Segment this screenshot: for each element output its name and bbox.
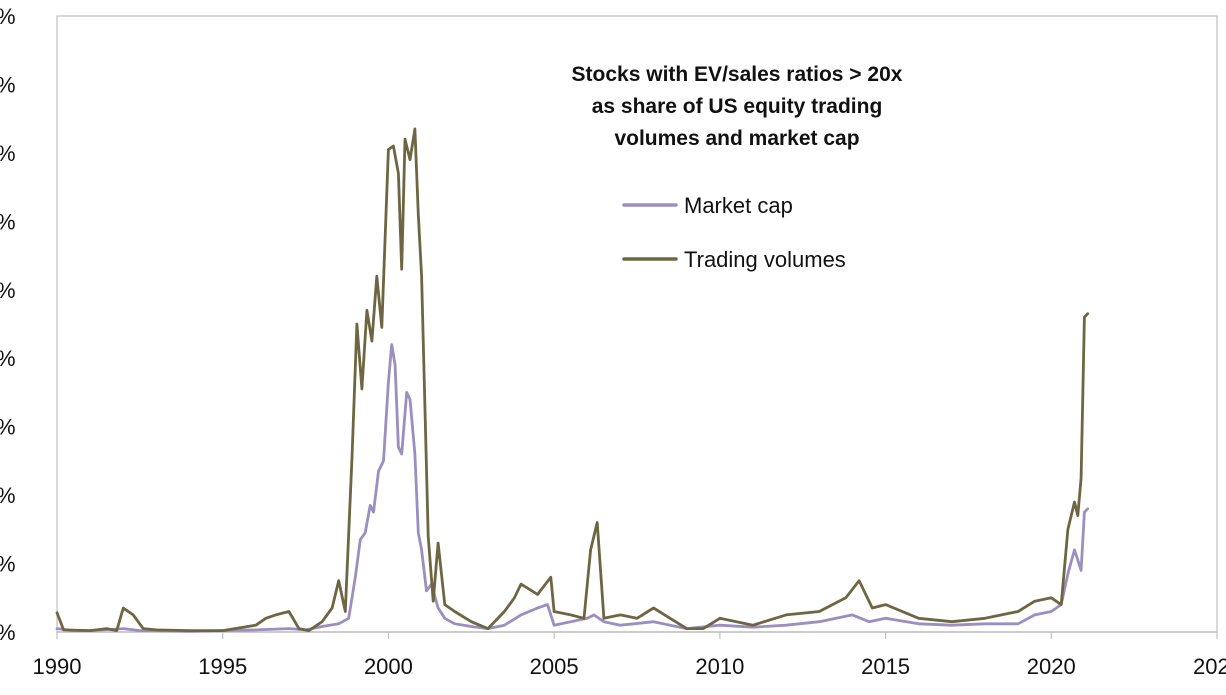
series-line-market-cap (55, 343, 1090, 633)
chart-title-line: Stocks with EV/sales ratios > 20x (572, 63, 903, 86)
series-line-trading-volumes (55, 127, 1090, 632)
y-tick-label: % (0, 483, 16, 508)
y-tick-label: % (0, 72, 16, 97)
x-tick-label: 2005 (530, 654, 579, 679)
legend-label: Market cap (684, 193, 793, 218)
y-tick-label: % (0, 552, 16, 577)
y-tick-label: % (0, 209, 16, 234)
x-tick-label: 1990 (33, 654, 82, 679)
y-tick-label: % (0, 4, 16, 29)
x-tick-label: 2015 (861, 654, 910, 679)
y-tick-label: % (0, 141, 16, 166)
x-tick-label: 2020 (1027, 654, 1076, 679)
x-tick-label: 1995 (198, 654, 247, 679)
y-tick-label: % (0, 415, 16, 440)
x-tick-label: 2000 (364, 654, 413, 679)
y-tick-label: % (0, 346, 16, 371)
y-tick-label: % (0, 620, 16, 645)
legend-label: Trading volumes (684, 247, 846, 272)
x-tick-label: 2010 (695, 654, 744, 679)
chart-title-line: volumes and market cap (614, 127, 859, 150)
chart-title-line: as share of US equity trading (592, 95, 883, 118)
x-tick-label: 202 (1193, 654, 1226, 679)
y-tick-label: % (0, 278, 16, 303)
